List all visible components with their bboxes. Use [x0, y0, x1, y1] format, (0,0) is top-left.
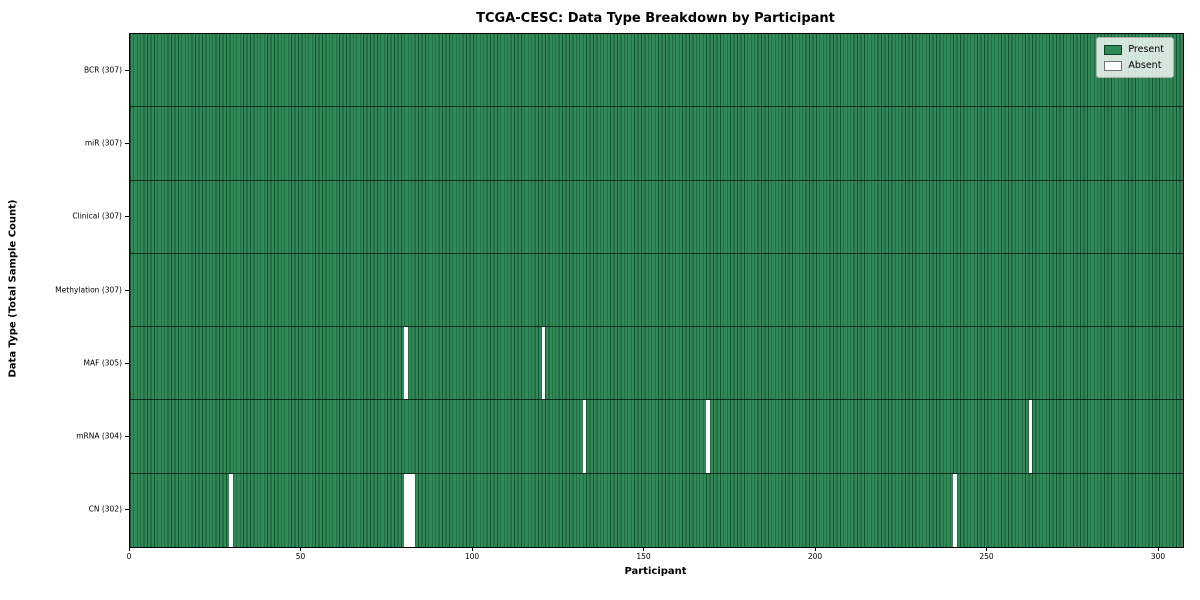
legend-entry-present: Present — [1104, 44, 1164, 55]
absent-bar-mrna-304-p168 — [706, 400, 710, 473]
ytick-label-maf-305: MAF (305) — [83, 358, 122, 368]
heatmap-row-mir-307 — [130, 107, 1183, 181]
heatmap-row-clinical-307 — [130, 180, 1183, 254]
ytick-label-mir-307: miR (307) — [84, 138, 122, 148]
absent-bar-mrna-304-p262 — [1028, 400, 1033, 473]
absent-bar-maf-305-p80 — [404, 327, 408, 400]
ytick-label-bcr-307: BCR (307) — [83, 65, 122, 75]
legend-label-present: Present — [1128, 44, 1164, 55]
xtick-label-250: 250 — [979, 552, 994, 561]
absent-bar-cn-302-p82 — [411, 473, 415, 547]
absent-bar-cn-302-p240 — [953, 473, 957, 547]
present-swatch — [1104, 44, 1123, 55]
heatmap-row-cn-302 — [130, 473, 1183, 547]
xtick-mark-100 — [471, 547, 473, 551]
absent-swatch — [1104, 60, 1123, 71]
ytick-label-cn-302: CN (302) — [88, 504, 122, 514]
absent-bar-maf-305-p120 — [541, 327, 546, 400]
chart-title: TCGA-CESC: Data Type Breakdown by Partic… — [476, 11, 835, 26]
ytick-mark-clinical-307 — [125, 216, 129, 218]
xtick-label-200: 200 — [807, 552, 823, 561]
absent-bar-mrna-304-p132 — [582, 400, 587, 473]
xtick-label-300: 300 — [1150, 552, 1166, 561]
absent-bar-cn-302-p80 — [404, 473, 408, 547]
ytick-label-methylation-307: Methylation (307) — [55, 285, 122, 294]
xtick-label-150: 150 — [636, 552, 651, 561]
legend: Present Absent — [1096, 37, 1174, 78]
ytick-mark-methylation-307 — [125, 289, 129, 291]
xtick-mark-300 — [1157, 547, 1159, 551]
heatmap-row-maf-305 — [130, 327, 1183, 401]
legend-entry-absent: Absent — [1104, 60, 1164, 71]
heatmap-row-bcr-307 — [130, 34, 1183, 108]
xtick-mark-250 — [986, 547, 988, 551]
xtick-mark-150 — [643, 547, 645, 551]
xtick-mark-0 — [129, 547, 130, 551]
plot-area: Present Absent — [129, 33, 1184, 548]
ytick-mark-maf-305 — [125, 362, 129, 364]
ytick-mark-bcr-307 — [125, 69, 129, 71]
heatmap-row-mrna-304 — [130, 400, 1183, 474]
ytick-label-clinical-307: Clinical (307) — [72, 211, 122, 221]
xtick-label-50: 50 — [295, 552, 306, 561]
absent-bar-cn-302-p29 — [229, 473, 233, 547]
xtick-label-100: 100 — [464, 552, 480, 561]
ytick-mark-mir-307 — [125, 142, 129, 144]
ytick-label-mrna-304: mRNA (304) — [76, 431, 122, 441]
x-axis-label: Participant — [624, 566, 687, 577]
legend-label-absent: Absent — [1128, 60, 1162, 71]
xtick-mark-50 — [300, 547, 302, 551]
ytick-mark-cn-302 — [125, 509, 129, 511]
xtick-label-0: 0 — [126, 552, 132, 561]
absent-bar-cn-302-p81 — [407, 473, 412, 547]
ytick-mark-mrna-304 — [125, 436, 129, 438]
xtick-mark-200 — [814, 547, 816, 551]
heatmap-row-methylation-307 — [130, 253, 1183, 328]
